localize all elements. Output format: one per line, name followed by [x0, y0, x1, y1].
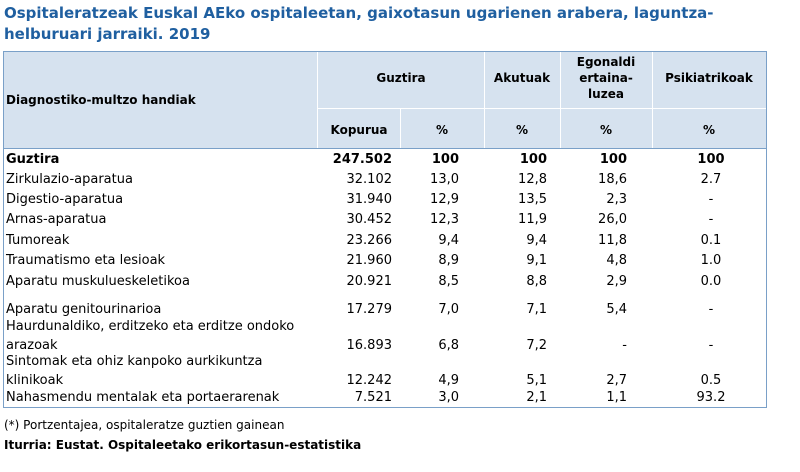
row-label: Aparatu muskulueskeletikoa [6, 274, 190, 289]
header-egonaldi-line-2: ertaina- [579, 71, 633, 85]
cell-akutuak: 2,1 [526, 390, 547, 405]
header-akutuak: Akutuak [493, 71, 551, 85]
title-line-2: helburuari jarraiki. 2019 [4, 25, 211, 43]
table-title: Ospitaleratzeak Euskal AEko ospitaleetan… [4, 3, 794, 45]
cell-kopurua: 32.102 [346, 172, 393, 187]
header-divider [400, 108, 401, 148]
cell-psikiatrikoak: 2.7 [700, 172, 722, 187]
row-label: Traumatismo eta lesioak [6, 253, 166, 268]
cell-kopurua: 12.242 [346, 373, 393, 388]
cell-egonaldi: 4,8 [606, 253, 627, 268]
header-divider [652, 52, 653, 148]
cell-egonaldi: 18,6 [598, 172, 627, 187]
cell-akutuak: 100 [519, 152, 547, 167]
cell-pct: 9,4 [438, 233, 459, 248]
cell-egonaldi: 26,0 [598, 212, 627, 227]
cell-pct: 4,9 [438, 373, 459, 388]
header-kopurua: Kopurua [330, 123, 388, 137]
row-label: Nahasmendu mentalak eta portaerarenak [6, 390, 280, 405]
cell-akutuak: 7,1 [526, 302, 547, 317]
cell-akutuak: 7,2 [526, 338, 547, 353]
cell-pct: 8,5 [438, 274, 459, 289]
header-guztira: Guztira [376, 71, 426, 85]
table-header: Diagnostiko-multzo handiak Guztira Kopur… [4, 52, 766, 148]
row-label: Guztira [6, 152, 60, 167]
row-label: Digestio-aparatua [6, 192, 124, 207]
cell-pct: 12,3 [430, 212, 459, 227]
cell-akutuak: 13,5 [518, 192, 547, 207]
cell-psikiatrikoak: 1.0 [700, 253, 722, 268]
header-guztira-pct: % [435, 123, 449, 137]
cell-pct: 8,9 [438, 253, 459, 268]
header-egonaldi-line-1: Egonaldi [576, 55, 636, 69]
header-akutuak-pct: % [515, 123, 529, 137]
cell-pct: 13,0 [430, 172, 459, 187]
data-table: Diagnostiko-multzo handiak Guztira Kopur… [3, 51, 767, 408]
cell-psikiatrikoak: - [708, 212, 714, 227]
cell-egonaldi: 5,4 [606, 302, 627, 317]
cell-kopurua: 247.502 [332, 152, 392, 167]
cell-egonaldi: 1,1 [606, 390, 627, 405]
cell-kopurua: 20.921 [346, 274, 393, 289]
cell-psikiatrikoak: 100 [697, 152, 725, 167]
footnote: (*) Portzentajea, ospitaleratze guztien … [4, 418, 285, 432]
cell-pct: 6,8 [438, 338, 459, 353]
row-label: Aparatu genitourinarioa [6, 302, 162, 317]
cell-kopurua: 31.940 [346, 192, 393, 207]
cell-egonaldi: 100 [599, 152, 627, 167]
row-label-line-2: klinikoak [6, 373, 64, 388]
header-divider [560, 52, 561, 148]
cell-akutuak: 11,9 [518, 212, 547, 227]
cell-akutuak: 9,1 [526, 253, 547, 268]
cell-pct: 7,0 [438, 302, 459, 317]
header-divider [317, 108, 766, 109]
header-divider [317, 52, 318, 148]
cell-pct: 12,9 [430, 192, 459, 207]
header-bottom-rule [4, 148, 766, 149]
cell-psikiatrikoak: - [708, 192, 714, 207]
cell-psikiatrikoak: 0.1 [700, 233, 722, 248]
source-note: Iturria: Eustat. Ospitaleetako erikortas… [4, 438, 362, 452]
header-egonaldi-line-3: luzea [588, 87, 624, 101]
cell-psikiatrikoak: 0.0 [700, 274, 722, 289]
cell-kopurua: 30.452 [346, 212, 393, 227]
row-label: Tumoreak [6, 233, 70, 248]
cell-egonaldi: 2,3 [606, 192, 627, 207]
row-label-line-1: Sintomak eta ohiz kanpoko aurkikuntza [6, 354, 263, 369]
cell-akutuak: 12,8 [518, 172, 547, 187]
cell-akutuak: 8,8 [526, 274, 547, 289]
header-row-label: Diagnostiko-multzo handiak [6, 93, 196, 107]
cell-kopurua: 21.960 [346, 253, 393, 268]
cell-egonaldi: 2,9 [606, 274, 627, 289]
cell-kopurua: 23.266 [346, 233, 393, 248]
cell-kopurua: 16.893 [346, 338, 393, 353]
header-psikiatrikoak: Psikiatrikoak [665, 71, 753, 85]
cell-egonaldi: 11,8 [598, 233, 627, 248]
cell-kopurua: 7.521 [354, 390, 392, 405]
cell-psikiatrikoak: - [708, 338, 714, 353]
header-egonaldi: Egonaldi ertaina- luzea [560, 54, 652, 102]
row-label: Arnas-aparatua [6, 212, 107, 227]
cell-psikiatrikoak: - [708, 302, 714, 317]
cell-egonaldi: - [622, 338, 627, 353]
cell-egonaldi: 2,7 [606, 373, 627, 388]
title-line-1: Ospitaleratzeak Euskal AEko ospitaleetan… [4, 4, 714, 22]
header-psikiatrikoak-pct: % [702, 123, 716, 137]
cell-akutuak: 9,4 [526, 233, 547, 248]
cell-psikiatrikoak: 0.5 [700, 373, 722, 388]
cell-pct: 100 [431, 152, 459, 167]
cell-psikiatrikoak: 93.2 [696, 390, 726, 405]
cell-pct: 3,0 [438, 390, 459, 405]
cell-akutuak: 5,1 [526, 373, 547, 388]
row-label: Zirkulazio-aparatua [6, 172, 133, 187]
header-divider [484, 52, 485, 148]
row-label-line-1: Haurdunaldiko, erditzeko eta erditze ond… [6, 319, 295, 334]
header-egonaldi-pct: % [599, 123, 613, 137]
cell-kopurua: 17.279 [346, 302, 393, 317]
row-label-line-2: arazoak [6, 338, 58, 353]
